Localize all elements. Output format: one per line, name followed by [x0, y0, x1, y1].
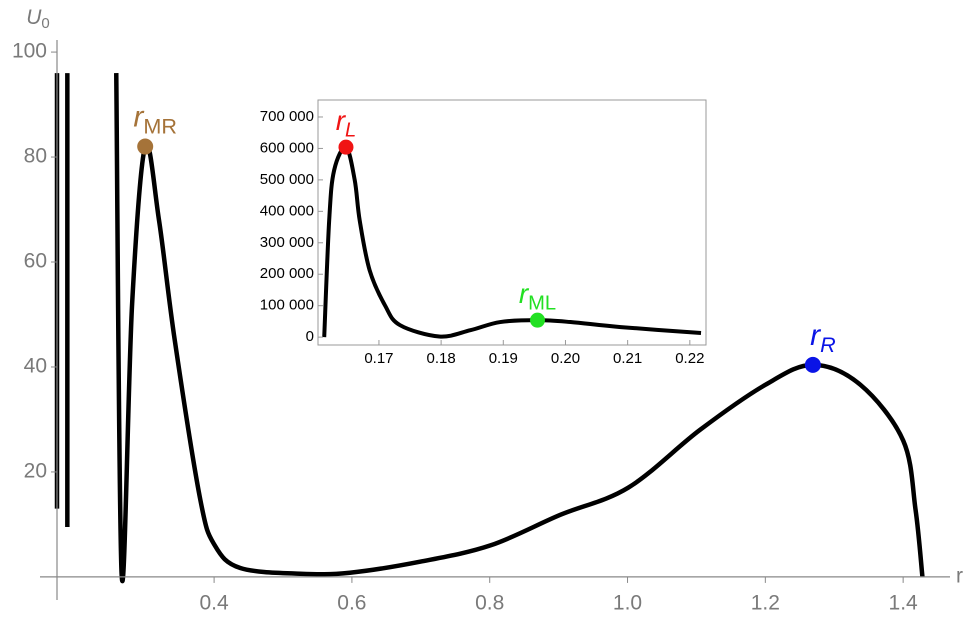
point-label: rML: [519, 279, 556, 315]
point-label: rMR: [133, 100, 177, 138]
label-main: r: [810, 319, 821, 352]
x-tick-label: 1.4: [889, 591, 919, 614]
point-marker: [137, 138, 154, 155]
plot-area: [322, 145, 702, 339]
label-sub: L: [345, 120, 356, 142]
y-tick-label: 100 000: [260, 297, 314, 314]
y-tick-label: 40: [24, 355, 47, 378]
label-sub: 0: [41, 15, 49, 32]
label-sub: ML: [528, 293, 556, 315]
label-main: r: [519, 279, 530, 310]
x-tick-label: 0.6: [337, 591, 366, 614]
y-tick-label: 80: [24, 145, 47, 168]
y-tick-label: 500 000: [260, 171, 314, 188]
y-tick-label: 0: [306, 328, 314, 345]
y-tick-label: 100: [12, 40, 47, 63]
label-main: r: [133, 100, 144, 133]
x-tick-label: 0.19: [489, 350, 518, 367]
x-tick-label: 0.18: [427, 350, 456, 367]
x-tick-label: 0.21: [613, 350, 642, 367]
x-tick-label: 0.20: [551, 350, 580, 367]
y-tick-label: 600 000: [260, 139, 314, 156]
y-tick-label: 20: [24, 459, 47, 482]
y-tick-label: 60: [24, 250, 47, 273]
curve: [322, 145, 702, 339]
y-tick-label: 400 000: [260, 202, 314, 219]
x-tick-label: 1.0: [613, 591, 642, 614]
x-tick-label: 0.4: [200, 591, 230, 614]
label-sub: R: [820, 332, 836, 357]
point-marker: [338, 139, 354, 155]
point-label: rL: [336, 106, 357, 142]
x-tick-label: 0.8: [475, 591, 504, 614]
y-tick-label: 200 000: [260, 265, 314, 282]
inset-frame: [317, 99, 707, 346]
y-axis-label: U0: [26, 6, 50, 32]
y-tick-label: 300 000: [260, 234, 314, 251]
x-tick-label: 0.22: [675, 350, 704, 367]
point-label: rR: [810, 319, 836, 357]
x-tick-label: 0.17: [364, 350, 393, 367]
label-sub: MR: [143, 113, 177, 138]
point-marker: [804, 356, 821, 373]
point-marker: [529, 312, 545, 328]
label-main: U: [26, 6, 42, 29]
x-axis-label: r: [956, 564, 963, 587]
x-tick-label: 1.2: [751, 591, 780, 614]
label-main: r: [336, 106, 347, 137]
y-tick-label: 700 000: [260, 108, 314, 125]
